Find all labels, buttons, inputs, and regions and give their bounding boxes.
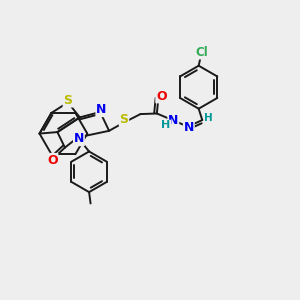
Text: N: N bbox=[184, 121, 194, 134]
Text: Cl: Cl bbox=[195, 46, 208, 59]
Text: S: S bbox=[119, 113, 128, 126]
Text: N: N bbox=[96, 103, 106, 116]
Text: N: N bbox=[74, 133, 84, 146]
Text: H: H bbox=[161, 120, 170, 130]
Text: O: O bbox=[156, 90, 167, 103]
Text: N: N bbox=[168, 115, 178, 128]
Text: O: O bbox=[47, 154, 58, 167]
Text: H: H bbox=[205, 113, 213, 123]
Text: S: S bbox=[63, 94, 72, 107]
